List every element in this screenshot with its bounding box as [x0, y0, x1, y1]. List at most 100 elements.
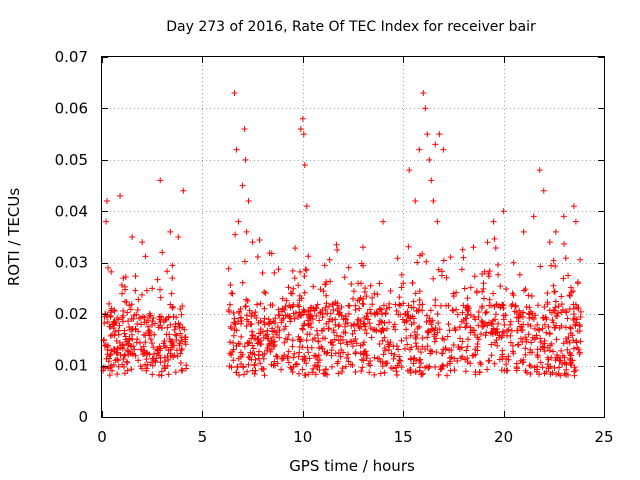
data-point: [248, 321, 255, 328]
data-point: [419, 250, 426, 257]
data-point: [435, 319, 442, 326]
data-point: [182, 336, 189, 343]
data-point: [322, 281, 329, 288]
data-point: [399, 316, 406, 323]
data-point: [260, 355, 267, 362]
data-point: [406, 314, 413, 321]
data-point: [305, 371, 312, 378]
data-point: [257, 318, 264, 325]
data-point: [352, 368, 359, 375]
data-point: [313, 304, 320, 311]
data-point: [572, 218, 579, 225]
data-point: [527, 346, 534, 353]
data-point: [177, 321, 184, 328]
data-point: [559, 360, 566, 367]
data-point: [253, 314, 260, 321]
axis-ticks: [102, 57, 605, 418]
data-point: [357, 350, 364, 357]
data-point: [360, 244, 367, 251]
data-point: [572, 367, 579, 374]
data-point: [552, 304, 559, 311]
data-point: [552, 298, 559, 305]
data-point: [243, 228, 250, 235]
data-point: [494, 342, 501, 349]
x-tick-labels: 0 5 10 15 20 25: [97, 428, 613, 446]
data-point: [336, 321, 343, 328]
data-point: [394, 371, 401, 378]
data-point: [230, 346, 237, 353]
data-point: [564, 315, 571, 322]
data-point: [338, 368, 345, 375]
data-point: [146, 351, 153, 358]
data-point: [570, 345, 577, 352]
data-point: [113, 349, 120, 356]
data-point: [390, 323, 397, 330]
data-point: [230, 339, 237, 346]
data-point: [467, 312, 474, 319]
data-point: [354, 297, 361, 304]
data-point: [267, 302, 274, 309]
data-point: [246, 339, 253, 346]
data-point: [450, 307, 457, 314]
data-point: [387, 339, 394, 346]
data-point: [252, 356, 259, 363]
data-point: [231, 320, 238, 327]
data-point: [124, 367, 131, 374]
data-point: [334, 246, 341, 253]
data-point: [400, 300, 407, 307]
data-point: [121, 330, 128, 337]
data-point: [352, 335, 359, 342]
data-point: [520, 228, 527, 235]
data-point: [479, 271, 486, 278]
y-axis-label: ROTI / TECUs: [5, 188, 23, 286]
data-point: [363, 313, 370, 320]
data-point: [530, 213, 537, 220]
data-point: [543, 368, 550, 375]
data-point: [230, 357, 237, 364]
data-point: [509, 290, 516, 297]
data-point: [545, 363, 552, 370]
data-point: [264, 327, 271, 334]
data-point: [285, 331, 292, 338]
data-point: [292, 309, 299, 316]
data-point: [501, 321, 508, 328]
data-point: [560, 340, 567, 347]
data-point: [309, 316, 316, 323]
data-point: [312, 352, 319, 359]
data-point: [445, 302, 452, 309]
data-point: [115, 363, 122, 370]
data-point: [230, 319, 237, 326]
data-point: [177, 359, 184, 366]
data-point: [525, 292, 532, 299]
data-point: [388, 350, 395, 357]
data-point: [397, 311, 404, 318]
data-point: [516, 271, 523, 278]
data-point: [332, 350, 339, 357]
data-point: [266, 341, 273, 348]
data-point: [104, 351, 111, 358]
data-point: [279, 305, 286, 312]
data-point: [360, 262, 367, 269]
data-point: [513, 327, 520, 334]
data-point: [555, 303, 562, 310]
data-point: [310, 365, 317, 372]
data-point: [314, 363, 321, 370]
data-point: [451, 355, 458, 362]
data-point: [444, 333, 451, 340]
data-point: [361, 339, 368, 346]
data-point: [157, 286, 164, 293]
data-point: [296, 292, 303, 299]
data-point: [350, 322, 357, 329]
data-point: [372, 311, 379, 318]
data-point: [544, 301, 551, 308]
data-point: [147, 329, 154, 336]
data-point: [295, 333, 302, 340]
data-point: [574, 279, 581, 286]
data-point: [316, 366, 323, 373]
data-point: [252, 335, 259, 342]
data-point: [345, 358, 352, 365]
data-point: [183, 362, 190, 369]
data-point: [379, 311, 386, 318]
data-point: [541, 348, 548, 355]
data-point: [427, 307, 434, 314]
